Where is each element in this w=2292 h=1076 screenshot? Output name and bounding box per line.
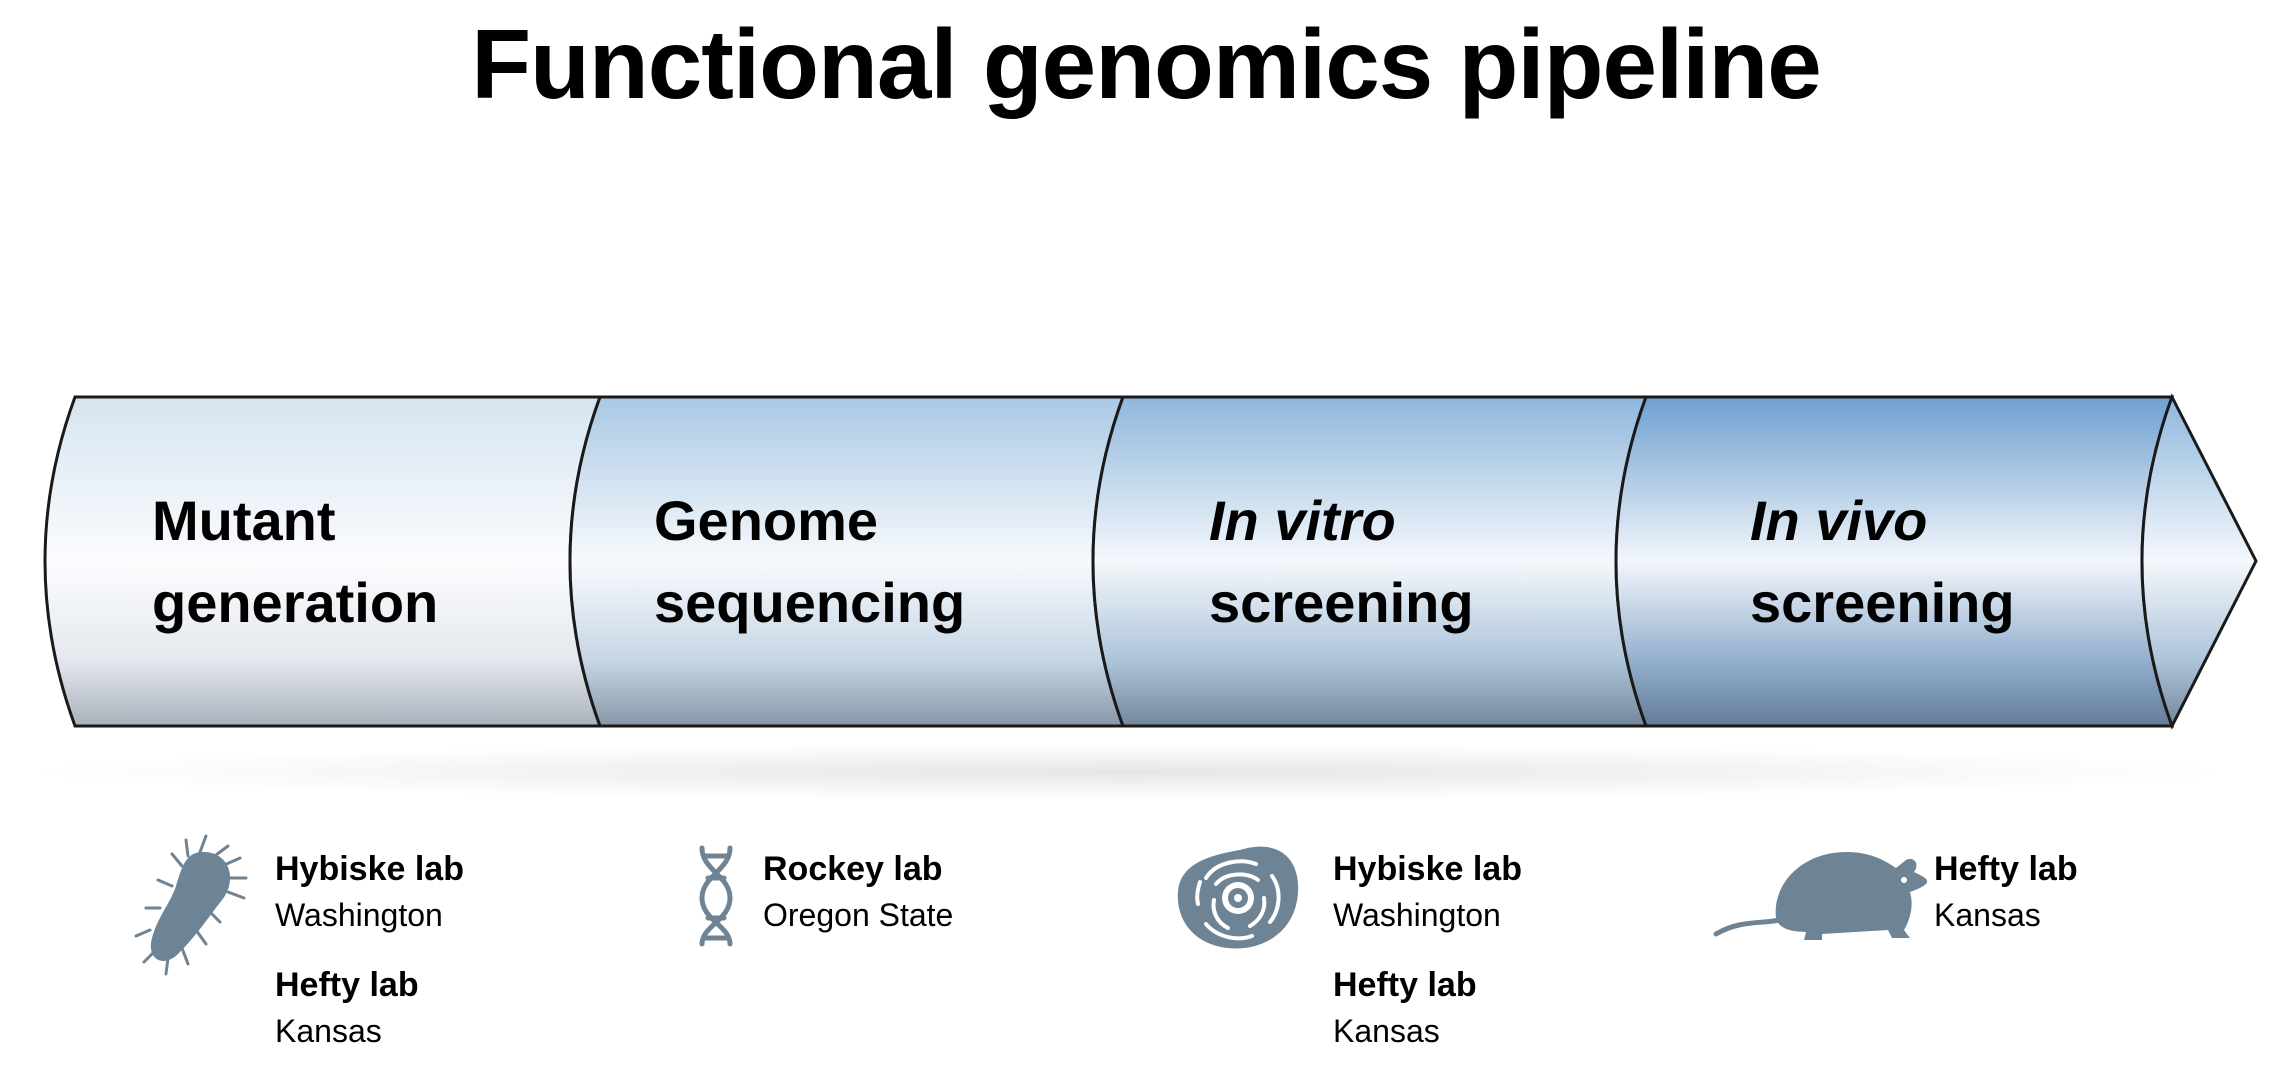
lab-name: Rockey lab — [763, 850, 943, 888]
stage-2-label-line2: sequencing — [654, 571, 965, 634]
lab-location: Washington — [1333, 897, 1501, 933]
lab-location: Kansas — [1934, 897, 2041, 933]
lab-group-in-vitro-screening: Hybiske lab Washington Hefty lab Kansas — [1333, 846, 1733, 1054]
stage-in-vivo-screening — [1614, 395, 2175, 728]
lab-group-mutant-generation: Hybiske lab Washington Hefty lab Kansas — [275, 846, 675, 1054]
lab-location: Oregon State — [763, 897, 954, 933]
stage-4-label-line2: screening — [1750, 571, 2015, 634]
dna-icon — [699, 845, 733, 947]
page-title: Functional genomics pipeline — [471, 9, 1822, 119]
lab-name: Hybiske lab — [1333, 850, 1522, 888]
stage-4-label-line1: In vivo — [1750, 489, 1927, 552]
bacterium-icon — [134, 834, 248, 976]
cell-icon — [1177, 846, 1299, 949]
stage-3-label-line2: screening — [1209, 571, 1474, 634]
lab-location: Kansas — [275, 1013, 382, 1049]
arrow-head — [2140, 393, 2258, 730]
lab-location: Kansas — [1333, 1013, 1440, 1049]
stage-2-label-line1: Genome — [654, 489, 878, 552]
lab-group-genome-sequencing: Rockey lab Oregon State — [763, 846, 1163, 938]
lab-name: Hybiske lab — [275, 850, 464, 888]
lab-name: Hefty lab — [1934, 850, 2078, 888]
stage-1-label-line2: generation — [152, 571, 438, 634]
lab-location: Washington — [275, 897, 443, 933]
stage-3-label-line1: In vitro — [1209, 489, 1396, 552]
stage-in-vitro-screening — [1091, 395, 1649, 728]
stage-genome-sequencing — [568, 395, 1126, 728]
lab-name: Hefty lab — [275, 966, 419, 1004]
lab-name: Hefty lab — [1333, 966, 1477, 1004]
stage-mutant-generation — [43, 395, 603, 728]
arrow-shadow — [20, 744, 2240, 800]
stage-1-label-line1: Mutant — [152, 489, 336, 552]
mouse-icon — [1713, 852, 1928, 940]
lab-group-in-vivo-screening: Hefty lab Kansas — [1934, 846, 2292, 938]
